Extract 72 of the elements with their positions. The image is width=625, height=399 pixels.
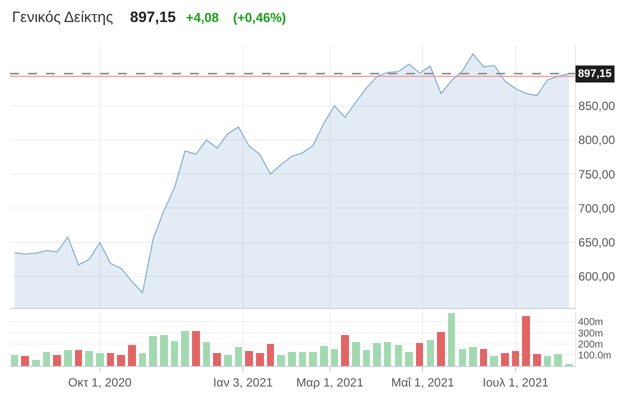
bar [267,344,274,366]
y-tick-label: 700,00 [578,201,616,216]
y-tick-label: 200m [578,339,604,350]
bar [85,350,93,366]
bar [320,346,328,366]
bar [512,350,519,366]
bar [181,330,189,366]
text: 897,15 [130,9,176,26]
bar [384,342,391,366]
ref-line-label: 897,15 [578,68,612,80]
bar [480,348,487,366]
y-tick-label: 850,00 [578,98,616,113]
bar [405,352,413,366]
bar [128,344,136,366]
bar [96,352,104,366]
bar [437,332,445,366]
bar [171,340,178,366]
bar [459,348,466,366]
y-tick-label: 750,00 [578,167,616,182]
y-tick-label: 600,00 [578,270,616,284]
bar [363,350,370,366]
bar [256,352,264,366]
bar [213,352,221,366]
bar [341,334,349,366]
y-tick-label: 650,00 [578,236,616,250]
bar [11,354,18,366]
bar [288,352,296,366]
bar [192,330,200,366]
x-tick-label: Μαρ 1, 2021 [296,375,364,390]
bar [469,346,477,366]
bar [203,342,210,366]
chart-title: Γενικός Δείκτης [12,9,114,26]
bar [544,356,551,366]
bar [107,352,114,366]
bar [149,336,157,366]
bar [416,342,423,366]
bar [395,344,402,366]
x-tick-label: Ιουλ 1, 2021 [482,375,549,390]
bar [448,312,455,366]
bar [373,342,381,366]
bar [352,342,360,366]
bar [32,360,40,366]
bar [75,350,82,366]
bar [235,346,242,366]
bar [299,352,306,366]
text: (+0,46%) [233,10,286,25]
bar [427,340,434,366]
bar [490,356,498,366]
x-tick-label: Μαΐ 1, 2021 [391,375,455,390]
bar [277,354,285,366]
bar [501,352,509,366]
bar [139,352,146,366]
bar [224,354,232,366]
y-tick-label: 400m [578,317,604,328]
bar [554,354,562,366]
bar [64,350,72,366]
bar [43,352,50,366]
bar [309,352,317,366]
bar [331,348,338,366]
bar [522,316,530,366]
x-tick-label: Ιαν 3, 2021 [213,375,274,390]
bar [53,354,61,366]
y-tick-label: 100.0m [578,350,612,362]
bar [533,354,541,366]
bar [160,334,168,366]
text: +4,08 [186,10,219,25]
bar [117,354,125,366]
y-tick-label: 300m [578,328,604,340]
bar [245,350,253,366]
x-tick-label: Οκτ 1, 2020 [68,375,132,390]
bar [21,356,29,366]
y-tick-label: 800,00 [578,133,616,148]
